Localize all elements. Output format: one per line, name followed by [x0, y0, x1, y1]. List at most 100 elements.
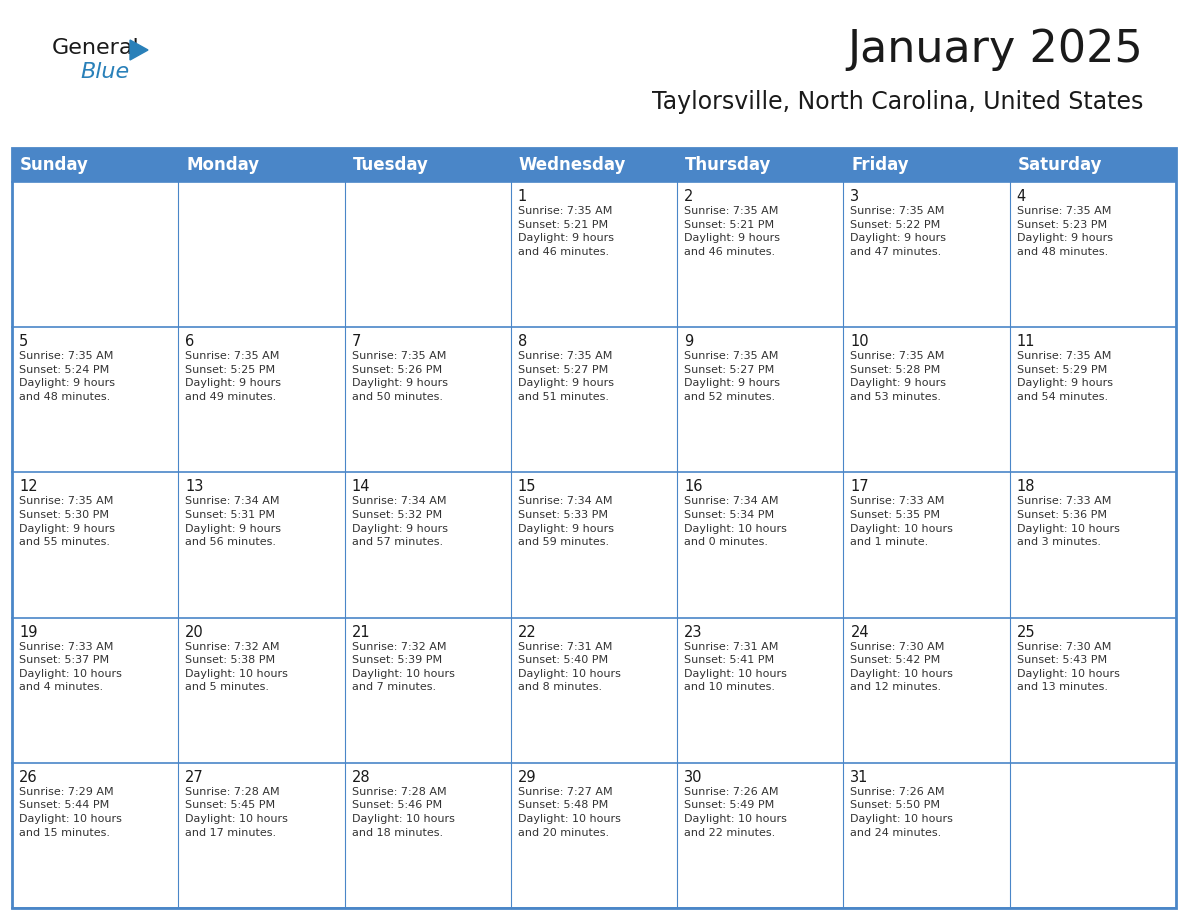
Bar: [677, 618, 843, 763]
Text: 17: 17: [851, 479, 870, 495]
Text: Sunrise: 7:35 AM
Sunset: 5:21 PM
Daylight: 9 hours
and 46 minutes.: Sunrise: 7:35 AM Sunset: 5:21 PM Dayligh…: [518, 206, 614, 257]
Bar: [843, 473, 1010, 618]
Text: Sunrise: 7:35 AM
Sunset: 5:28 PM
Daylight: 9 hours
and 53 minutes.: Sunrise: 7:35 AM Sunset: 5:28 PM Dayligh…: [851, 352, 947, 402]
Text: 16: 16: [684, 479, 702, 495]
Text: Sunrise: 7:28 AM
Sunset: 5:46 PM
Daylight: 10 hours
and 18 minutes.: Sunrise: 7:28 AM Sunset: 5:46 PM Dayligh…: [352, 787, 455, 837]
Bar: [178, 327, 345, 473]
Bar: [12, 763, 178, 908]
Bar: [677, 327, 843, 473]
Text: Sunrise: 7:35 AM
Sunset: 5:29 PM
Daylight: 9 hours
and 54 minutes.: Sunrise: 7:35 AM Sunset: 5:29 PM Dayligh…: [1017, 352, 1113, 402]
Bar: [843, 182, 1010, 327]
Bar: [511, 327, 677, 473]
Text: 31: 31: [851, 770, 868, 785]
Text: Sunrise: 7:30 AM
Sunset: 5:42 PM
Daylight: 10 hours
and 12 minutes.: Sunrise: 7:30 AM Sunset: 5:42 PM Dayligh…: [851, 642, 953, 692]
Text: 10: 10: [851, 334, 870, 349]
Text: 7: 7: [352, 334, 361, 349]
Bar: [511, 763, 677, 908]
Text: Wednesday: Wednesday: [519, 156, 626, 174]
Text: 5: 5: [19, 334, 29, 349]
Text: 24: 24: [851, 624, 870, 640]
Text: Sunrise: 7:30 AM
Sunset: 5:43 PM
Daylight: 10 hours
and 13 minutes.: Sunrise: 7:30 AM Sunset: 5:43 PM Dayligh…: [1017, 642, 1119, 692]
Bar: [1010, 618, 1176, 763]
Bar: [677, 763, 843, 908]
Text: 12: 12: [19, 479, 38, 495]
Text: Sunrise: 7:31 AM
Sunset: 5:40 PM
Daylight: 10 hours
and 8 minutes.: Sunrise: 7:31 AM Sunset: 5:40 PM Dayligh…: [518, 642, 621, 692]
Bar: [1010, 148, 1176, 182]
Text: 25: 25: [1017, 624, 1035, 640]
Bar: [1010, 182, 1176, 327]
Text: Sunrise: 7:35 AM
Sunset: 5:22 PM
Daylight: 9 hours
and 47 minutes.: Sunrise: 7:35 AM Sunset: 5:22 PM Dayligh…: [851, 206, 947, 257]
Bar: [1010, 763, 1176, 908]
Text: Sunday: Sunday: [20, 156, 89, 174]
Bar: [345, 763, 511, 908]
Bar: [1010, 327, 1176, 473]
Text: Sunrise: 7:34 AM
Sunset: 5:33 PM
Daylight: 9 hours
and 59 minutes.: Sunrise: 7:34 AM Sunset: 5:33 PM Dayligh…: [518, 497, 614, 547]
Bar: [677, 473, 843, 618]
Text: Taylorsville, North Carolina, United States: Taylorsville, North Carolina, United Sta…: [652, 90, 1143, 114]
Bar: [677, 148, 843, 182]
Text: Sunrise: 7:34 AM
Sunset: 5:32 PM
Daylight: 9 hours
and 57 minutes.: Sunrise: 7:34 AM Sunset: 5:32 PM Dayligh…: [352, 497, 448, 547]
Text: Sunrise: 7:26 AM
Sunset: 5:49 PM
Daylight: 10 hours
and 22 minutes.: Sunrise: 7:26 AM Sunset: 5:49 PM Dayligh…: [684, 787, 786, 837]
Text: 18: 18: [1017, 479, 1035, 495]
Polygon shape: [129, 40, 148, 60]
Text: 6: 6: [185, 334, 195, 349]
Bar: [178, 148, 345, 182]
Text: 19: 19: [19, 624, 38, 640]
Text: Sunrise: 7:33 AM
Sunset: 5:37 PM
Daylight: 10 hours
and 4 minutes.: Sunrise: 7:33 AM Sunset: 5:37 PM Dayligh…: [19, 642, 122, 692]
Text: Sunrise: 7:31 AM
Sunset: 5:41 PM
Daylight: 10 hours
and 10 minutes.: Sunrise: 7:31 AM Sunset: 5:41 PM Dayligh…: [684, 642, 786, 692]
Text: 2: 2: [684, 189, 694, 204]
Text: 3: 3: [851, 189, 860, 204]
Bar: [345, 327, 511, 473]
Bar: [677, 182, 843, 327]
Text: January 2025: January 2025: [847, 28, 1143, 71]
Text: 29: 29: [518, 770, 537, 785]
Bar: [12, 148, 1176, 908]
Text: 28: 28: [352, 770, 371, 785]
Text: Sunrise: 7:26 AM
Sunset: 5:50 PM
Daylight: 10 hours
and 24 minutes.: Sunrise: 7:26 AM Sunset: 5:50 PM Dayligh…: [851, 787, 953, 837]
Bar: [1010, 473, 1176, 618]
Bar: [12, 473, 178, 618]
Text: Blue: Blue: [80, 62, 129, 82]
Text: Friday: Friday: [852, 156, 909, 174]
Bar: [12, 618, 178, 763]
Text: 22: 22: [518, 624, 537, 640]
Text: 20: 20: [185, 624, 204, 640]
Text: Sunrise: 7:34 AM
Sunset: 5:34 PM
Daylight: 10 hours
and 0 minutes.: Sunrise: 7:34 AM Sunset: 5:34 PM Dayligh…: [684, 497, 786, 547]
Bar: [178, 473, 345, 618]
Text: Sunrise: 7:28 AM
Sunset: 5:45 PM
Daylight: 10 hours
and 17 minutes.: Sunrise: 7:28 AM Sunset: 5:45 PM Dayligh…: [185, 787, 289, 837]
Bar: [843, 618, 1010, 763]
Text: Sunrise: 7:33 AM
Sunset: 5:35 PM
Daylight: 10 hours
and 1 minute.: Sunrise: 7:33 AM Sunset: 5:35 PM Dayligh…: [851, 497, 953, 547]
Text: General: General: [52, 38, 140, 58]
Text: 26: 26: [19, 770, 38, 785]
Bar: [178, 763, 345, 908]
Bar: [843, 148, 1010, 182]
Text: 21: 21: [352, 624, 371, 640]
Bar: [511, 148, 677, 182]
Text: Thursday: Thursday: [685, 156, 771, 174]
Text: 27: 27: [185, 770, 204, 785]
Text: 14: 14: [352, 479, 371, 495]
Bar: [345, 148, 511, 182]
Text: 4: 4: [1017, 189, 1026, 204]
Bar: [178, 182, 345, 327]
Bar: [12, 327, 178, 473]
Bar: [12, 148, 178, 182]
Text: Sunrise: 7:33 AM
Sunset: 5:36 PM
Daylight: 10 hours
and 3 minutes.: Sunrise: 7:33 AM Sunset: 5:36 PM Dayligh…: [1017, 497, 1119, 547]
Text: Sunrise: 7:35 AM
Sunset: 5:23 PM
Daylight: 9 hours
and 48 minutes.: Sunrise: 7:35 AM Sunset: 5:23 PM Dayligh…: [1017, 206, 1113, 257]
Text: Sunrise: 7:32 AM
Sunset: 5:38 PM
Daylight: 10 hours
and 5 minutes.: Sunrise: 7:32 AM Sunset: 5:38 PM Dayligh…: [185, 642, 289, 692]
Text: Sunrise: 7:35 AM
Sunset: 5:27 PM
Daylight: 9 hours
and 51 minutes.: Sunrise: 7:35 AM Sunset: 5:27 PM Dayligh…: [518, 352, 614, 402]
Text: Sunrise: 7:35 AM
Sunset: 5:25 PM
Daylight: 9 hours
and 49 minutes.: Sunrise: 7:35 AM Sunset: 5:25 PM Dayligh…: [185, 352, 282, 402]
Bar: [345, 618, 511, 763]
Bar: [511, 473, 677, 618]
Text: Saturday: Saturday: [1018, 156, 1102, 174]
Text: Sunrise: 7:34 AM
Sunset: 5:31 PM
Daylight: 9 hours
and 56 minutes.: Sunrise: 7:34 AM Sunset: 5:31 PM Dayligh…: [185, 497, 282, 547]
Text: 11: 11: [1017, 334, 1035, 349]
Text: Sunrise: 7:35 AM
Sunset: 5:24 PM
Daylight: 9 hours
and 48 minutes.: Sunrise: 7:35 AM Sunset: 5:24 PM Dayligh…: [19, 352, 115, 402]
Bar: [843, 327, 1010, 473]
Text: Sunrise: 7:35 AM
Sunset: 5:30 PM
Daylight: 9 hours
and 55 minutes.: Sunrise: 7:35 AM Sunset: 5:30 PM Dayligh…: [19, 497, 115, 547]
Text: 23: 23: [684, 624, 702, 640]
Text: Sunrise: 7:32 AM
Sunset: 5:39 PM
Daylight: 10 hours
and 7 minutes.: Sunrise: 7:32 AM Sunset: 5:39 PM Dayligh…: [352, 642, 455, 692]
Bar: [345, 182, 511, 327]
Bar: [178, 618, 345, 763]
Bar: [511, 182, 677, 327]
